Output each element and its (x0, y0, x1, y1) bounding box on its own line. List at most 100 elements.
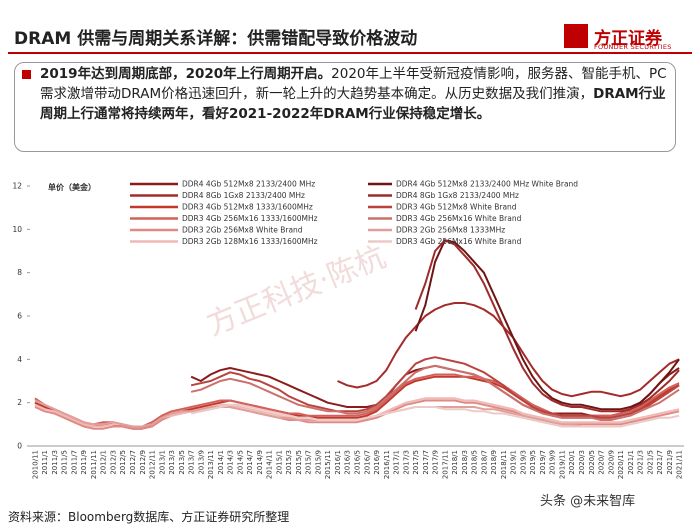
x-tick-label: 2012/3 (109, 450, 117, 475)
legend-label: DDR4 8Gb 1Gx8 2133/2400 MHz (182, 191, 305, 200)
x-tick-label: 2017/9 (432, 450, 440, 475)
bullet-segment: DRAM行业周期上行通常将持续两年，看好2021-2022年DRAM行业保持稳定… (40, 86, 666, 122)
y-tick-label: 4 (17, 355, 22, 364)
x-tick-label: 2012/9 (139, 450, 147, 475)
x-tick-label: 2016/9 (373, 450, 381, 475)
y-tick-label: 12 (12, 182, 22, 191)
logo-subtext: FOUNDER SECURITIES (594, 43, 672, 51)
bullet-text: 2019年达到周期底部，2020年上行周期开启。2020年上半年受新冠疫情影响，… (40, 64, 672, 124)
watermark: 方正科技·陈杭 (202, 239, 391, 342)
series-line (190, 403, 680, 428)
x-tick-label: 2011/11 (90, 450, 98, 479)
x-tick-label: 2015/1 (275, 450, 283, 475)
x-tick-label: 2021/1 (627, 450, 635, 475)
x-tick-label: 2021/9 (666, 450, 674, 475)
x-tick-label: 2020/3 (578, 450, 586, 475)
x-tick-label: 2016/7 (363, 450, 371, 475)
x-tick-label: 2015/9 (314, 450, 322, 475)
x-tick-label: 2019/7 (539, 450, 547, 475)
x-tick-label: 2014/7 (246, 450, 254, 475)
x-tick-label: 2020/5 (588, 450, 596, 475)
x-tick-label: 2015/5 (295, 450, 303, 475)
x-tick-label: 2016/11 (383, 450, 391, 479)
x-tick-label: 2017/7 (422, 450, 430, 475)
x-tick-label: 2013/9 (197, 450, 205, 475)
x-tick-label: 2020/1 (568, 450, 576, 475)
series-line (337, 302, 680, 398)
x-tick-label: 2017/3 (402, 450, 410, 475)
x-tick-label: 2014/1 (217, 450, 225, 475)
legend-label: DDR4 4Gb 512Mx8 2133/2400 MHz White Bran… (396, 180, 578, 189)
x-tick-label: 2017/11 (441, 450, 449, 479)
x-tick-label: 2012/5 (119, 450, 127, 475)
x-tick-label: 2013/1 (158, 450, 166, 475)
x-tick-label: 2011/7 (70, 450, 78, 475)
legend-label: DDR3 4Gb 256Mx16 White Brand (396, 214, 522, 223)
x-tick-label: 2011/1 (41, 450, 49, 475)
y-tick-label: 8 (17, 268, 22, 277)
x-tick-label: 2014/9 (256, 450, 264, 475)
x-tick-label: 2018/11 (500, 450, 508, 479)
x-tick-label: 2012/1 (100, 450, 108, 475)
legend-label: DDR4 4Gb 512Mx8 2133/2400 MHz (182, 180, 315, 189)
slide-title: DRAM 供需与周期关系详解：供需错配导致价格波动 (14, 29, 418, 49)
bullet-segment: 2019年达到周期底部，2020年上行周期开启。 (40, 66, 332, 82)
x-tick-label: 2015/3 (285, 450, 293, 475)
y-tick-label: 2 (17, 398, 22, 407)
x-tick-label: 2020/9 (607, 450, 615, 475)
legend-label: DDR3 4Gb 512Mx8 1333/1600MHz (182, 203, 313, 212)
legend-label: DDR3 4Gb 256Mx16 White Brand (396, 237, 522, 246)
legend-label: DDR4 8Gb 1Gx8 2133/2400 MHz (396, 191, 519, 200)
x-tick-label: 2018/5 (471, 450, 479, 475)
x-tick-label: 2016/1 (334, 450, 342, 475)
x-tick-label: 2017/1 (393, 450, 401, 475)
x-tick-label: 2018/3 (461, 450, 469, 475)
y-tick-label: 0 (17, 442, 22, 451)
x-tick-label: 2011/9 (80, 450, 88, 475)
legend-label: DDR3 2Gb 128Mx16 1333/1600MHz (182, 237, 318, 246)
x-tick-label: 2018/1 (451, 450, 459, 475)
legend-label: DDR3 4Gb 256Mx16 1333/1600MHz (182, 214, 318, 223)
source-note: 资料来源：Bloomberg数据库、方正证券研究所整理 (8, 510, 290, 524)
x-tick-label: 2018/9 (490, 450, 498, 475)
x-tick-label: 2015/11 (324, 450, 332, 479)
x-tick-label: 2016/3 (344, 450, 352, 475)
x-tick-label: 2013/7 (188, 450, 196, 475)
series-line (414, 239, 680, 411)
x-tick-label: 2021/3 (637, 450, 645, 475)
series-line (190, 356, 680, 419)
x-tick-label: 2021/5 (646, 450, 654, 475)
legend-label: DDR3 2Gb 256Mx8 White Brand (182, 226, 303, 235)
x-tick-label: 2017/5 (412, 450, 420, 475)
x-tick-label: 2020/7 (598, 450, 606, 475)
x-tick-label: 2011/5 (61, 450, 69, 475)
x-tick-label: 2011/3 (51, 450, 59, 475)
x-tick-label: 2012/11 (149, 450, 157, 479)
y-tick-label: 10 (12, 225, 22, 234)
x-tick-label: 2014/5 (236, 450, 244, 475)
logo-icon (564, 24, 588, 48)
x-tick-label: 2019/3 (519, 450, 527, 475)
x-tick-label: 2021/11 (676, 450, 684, 479)
x-tick-label: 2013/3 (168, 450, 176, 475)
bullet-box (14, 62, 676, 152)
bullet-segment: 2020年上半年受新冠疫情影响，服务器、智能手机、PC需求激增带动DRAM价格迅… (40, 66, 667, 102)
x-tick-label: 2019/9 (549, 450, 557, 475)
title-rule (8, 52, 692, 54)
y-tick-label: 6 (17, 312, 22, 321)
corner-watermark: 头条 @未来智库 (540, 494, 636, 509)
x-tick-label: 2019/11 (558, 450, 566, 479)
x-tick-label: 2013/11 (207, 450, 215, 479)
x-tick-label: 2012/7 (129, 450, 137, 475)
x-tick-label: 2021/7 (656, 450, 664, 475)
x-tick-label: 2014/3 (227, 450, 235, 475)
x-tick-label: 2019/1 (510, 450, 518, 475)
series-line (190, 364, 680, 421)
x-tick-label: 2015/7 (305, 450, 313, 475)
x-tick-label: 2014/11 (266, 450, 274, 479)
x-tick-label: 2010/11 (31, 450, 39, 479)
x-tick-label: 2020/11 (617, 450, 625, 479)
x-tick-label: 2013/5 (178, 450, 186, 475)
